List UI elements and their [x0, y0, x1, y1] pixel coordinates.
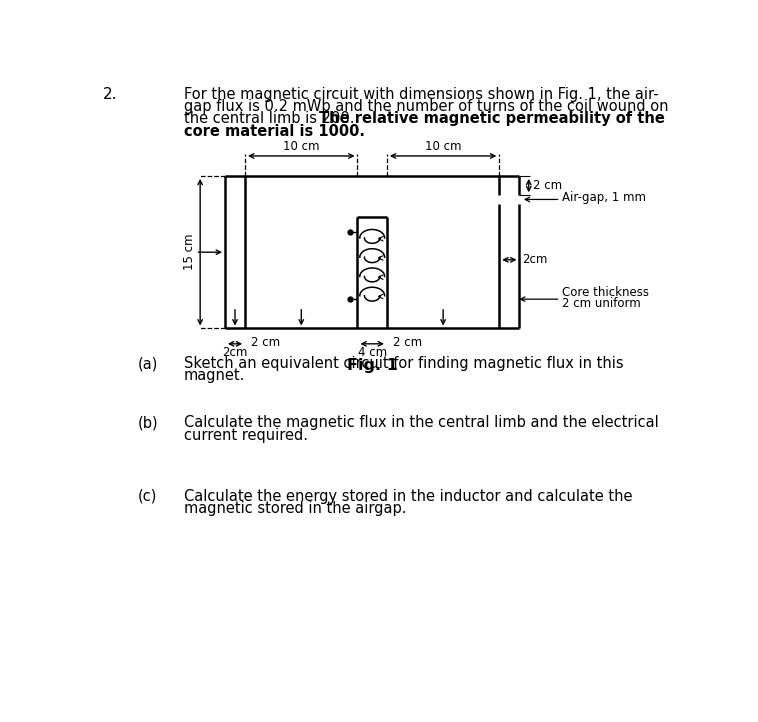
Text: Air-gap, 1 mm: Air-gap, 1 mm	[562, 191, 646, 204]
Text: 4 cm: 4 cm	[358, 346, 387, 359]
Text: current required.: current required.	[184, 427, 308, 443]
Text: Calculate the energy stored in the inductor and calculate the: Calculate the energy stored in the induc…	[184, 489, 632, 503]
Text: 2 cm: 2 cm	[393, 336, 422, 349]
Text: 2 cm uniform: 2 cm uniform	[562, 297, 641, 310]
Text: 2cm: 2cm	[522, 253, 548, 266]
Text: 10 cm: 10 cm	[283, 140, 320, 153]
Text: 2 cm: 2 cm	[533, 179, 562, 192]
Text: Core thickness: Core thickness	[562, 287, 649, 300]
Text: magnetic stored in the airgap.: magnetic stored in the airgap.	[184, 501, 406, 516]
Text: magnet.: magnet.	[184, 368, 246, 383]
Text: 2 cm: 2 cm	[252, 336, 280, 349]
Text: The relative magnetic permeability of the: The relative magnetic permeability of th…	[318, 111, 665, 126]
Text: Sketch an equivalent circuit for finding magnetic flux in this: Sketch an equivalent circuit for finding…	[184, 356, 624, 371]
Text: (b): (b)	[137, 415, 158, 430]
Text: Calculate the magnetic flux in the central limb and the electrical: Calculate the magnetic flux in the centr…	[184, 415, 659, 430]
Text: 2.: 2.	[102, 87, 117, 102]
Text: Fig. 1: Fig. 1	[346, 358, 398, 373]
Text: (c): (c)	[137, 489, 157, 503]
Text: gap flux is 0.2 mWb and the number of turns of the coil wound on: gap flux is 0.2 mWb and the number of tu…	[184, 99, 669, 114]
Text: For the magnetic circuit with dimensions shown in Fig. 1, the air-: For the magnetic circuit with dimensions…	[184, 87, 659, 102]
Text: 15 cm: 15 cm	[183, 234, 196, 271]
Text: 2cm: 2cm	[222, 346, 248, 359]
Text: 10 cm: 10 cm	[425, 140, 462, 153]
Text: (a): (a)	[137, 356, 158, 371]
Text: core material is 1000.: core material is 1000.	[184, 123, 365, 139]
Text: the central limb is 200.: the central limb is 200.	[184, 111, 359, 126]
